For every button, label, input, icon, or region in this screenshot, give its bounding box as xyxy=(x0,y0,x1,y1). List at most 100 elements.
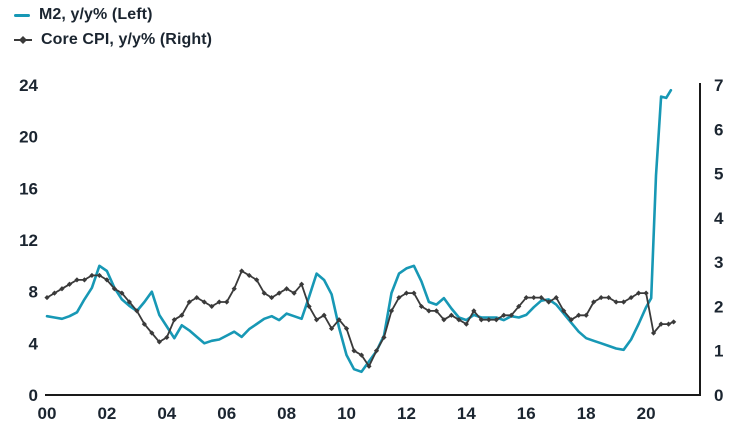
left-axis-tick-label: 12 xyxy=(19,231,38,250)
diamond-marker xyxy=(126,299,132,305)
legend-label-core-cpi: Core CPI, y/y% (Right) xyxy=(41,31,213,48)
right-axis-tick-label: 7 xyxy=(714,76,723,95)
diamond-marker xyxy=(613,299,619,305)
diamond-marker xyxy=(194,294,200,301)
diamond-marker xyxy=(246,272,252,279)
x-axis-labels: 00 02 04 06 08 10 12 14 16 18 20 xyxy=(38,404,656,423)
right-axis-tick-label: 2 xyxy=(714,297,723,316)
m2-line-swatch xyxy=(14,13,30,17)
diamond-marker xyxy=(276,290,282,296)
diamond-marker xyxy=(171,317,177,323)
diamond-marker xyxy=(568,317,574,323)
right-axis-tick-label: 5 xyxy=(714,165,723,184)
diamond-marker xyxy=(366,363,372,369)
chart-legend: M2, y/y% (Left) Core CPI, y/y% (Right) xyxy=(14,6,212,49)
diamond-marker xyxy=(643,290,649,296)
diamond-marker xyxy=(59,286,65,292)
core-cpi-line-diamond-swatch xyxy=(14,36,32,44)
x-axis-tick-label: 16 xyxy=(517,404,536,423)
right-axis-tick-label: 1 xyxy=(714,342,723,361)
diamond-marker xyxy=(306,303,312,310)
diamond-marker xyxy=(51,290,58,296)
diamond-marker xyxy=(104,277,110,283)
diamond-marker xyxy=(635,290,642,296)
x-axis-tick-label: 06 xyxy=(217,404,236,423)
diamond-marker xyxy=(44,294,50,301)
diamond-marker xyxy=(328,325,335,332)
diamond-marker xyxy=(201,299,207,305)
series-line-core-cpi xyxy=(46,270,675,368)
left-axis-tick-label: 8 xyxy=(29,283,38,302)
right-axis-tick-label: 3 xyxy=(714,253,723,272)
legend-item-m2: M2, y/y% (Left) xyxy=(14,6,212,24)
right-axis-tick-label: 4 xyxy=(714,209,724,228)
diamond-marker xyxy=(111,286,117,292)
diamond-marker xyxy=(239,268,245,274)
diamond-marker xyxy=(179,312,185,318)
diamond-marker xyxy=(583,312,589,318)
diamond-marker xyxy=(448,312,454,318)
diamond-marker xyxy=(628,294,634,301)
diamond-marker xyxy=(523,294,529,301)
diamond-marker xyxy=(501,312,507,318)
diamond-marker xyxy=(119,290,125,296)
x-axis-tick-label: 04 xyxy=(157,404,176,423)
diamond-marker xyxy=(388,308,395,314)
diamond-marker xyxy=(291,290,297,296)
left-axis-tick-label: 4 xyxy=(29,334,39,353)
diamond-marker xyxy=(658,321,664,327)
diamond-marker xyxy=(231,286,237,292)
diamond-marker xyxy=(209,303,215,310)
left-axis-tick-label: 0 xyxy=(29,386,38,405)
left-axis-labels: 0 4 8 12 16 20 24 xyxy=(19,76,38,405)
diamond-marker xyxy=(134,308,140,314)
diamond-marker xyxy=(216,299,222,305)
diamond-marker xyxy=(313,317,320,323)
right-axis-labels: 0 1 2 3 4 5 6 7 xyxy=(714,76,724,405)
diamond-marker xyxy=(606,294,612,301)
diamond-marker xyxy=(531,294,537,301)
diamond-marker xyxy=(418,303,425,310)
diamond-marker xyxy=(463,321,469,327)
diamond-marker xyxy=(486,317,492,323)
right-axis-tick-label: 0 xyxy=(714,386,723,405)
diamond-marker xyxy=(141,321,147,327)
diamond-marker xyxy=(538,294,544,301)
diamond-marker xyxy=(89,272,95,279)
diamond-marker xyxy=(321,312,327,318)
diamond-marker xyxy=(546,299,552,305)
diamond-marker xyxy=(478,317,484,323)
right-axis-tick-label: 6 xyxy=(714,120,723,139)
x-axis-tick-label: 02 xyxy=(97,404,116,423)
diamond-marker xyxy=(553,294,559,301)
x-axis-tick-label: 20 xyxy=(637,404,656,423)
diamond-marker xyxy=(516,303,522,310)
diamond-marker xyxy=(74,277,80,283)
diamond-marker xyxy=(81,277,88,283)
diamond-marker xyxy=(269,294,275,301)
diamond-marker xyxy=(254,277,260,283)
diamond-marker xyxy=(598,294,604,301)
diamond-marker xyxy=(358,352,365,358)
diamond-marker xyxy=(343,325,350,332)
diamond-marker xyxy=(508,312,514,318)
diamond-marker xyxy=(441,317,447,323)
core-cpi-markers xyxy=(44,268,677,369)
diamond-marker xyxy=(665,321,672,327)
diamond-marker xyxy=(156,339,162,345)
diamond-marker xyxy=(493,317,499,323)
diamond-marker xyxy=(621,299,627,305)
x-axis-tick-label: 18 xyxy=(577,404,596,423)
diamond-marker xyxy=(576,312,582,318)
legend-label-m2: M2, y/y% (Left) xyxy=(39,6,153,23)
diamond-marker xyxy=(671,319,677,325)
diamond-marker xyxy=(261,290,267,296)
left-axis-tick-label: 16 xyxy=(19,179,38,198)
legend-item-core-cpi: Core CPI, y/y% (Right) xyxy=(14,31,212,49)
diamond-marker xyxy=(650,330,657,336)
diamond-marker xyxy=(336,317,342,323)
diamond-marker xyxy=(373,348,380,354)
diamond-marker xyxy=(96,272,103,279)
diamond-marker xyxy=(351,348,357,354)
diamond-marker xyxy=(561,308,567,314)
